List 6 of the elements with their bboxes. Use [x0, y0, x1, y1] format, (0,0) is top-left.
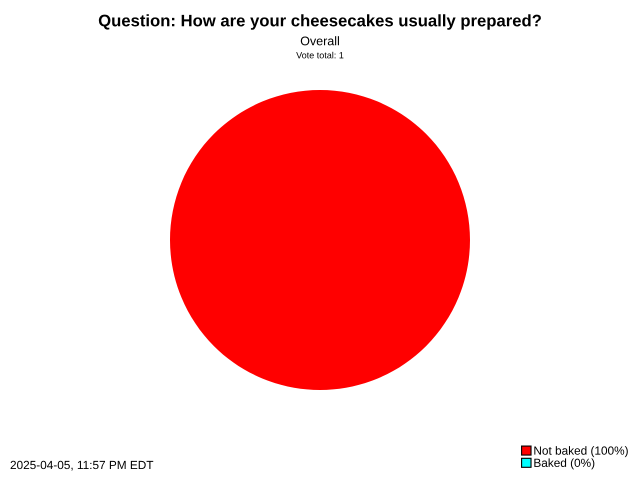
text: 2025-04-05, 11:57 PM EDT: [10, 460, 154, 471]
text: Vote total: 1: [296, 52, 344, 58]
chart-subtitle: Overall: [300, 36, 339, 46]
legend-label: Baked (0%): [534, 458, 594, 470]
legend-label: Not baked (100%): [534, 446, 628, 458]
chart-title: Question: How are your cheesecakes usually prepared?: [98, 14, 541, 30]
